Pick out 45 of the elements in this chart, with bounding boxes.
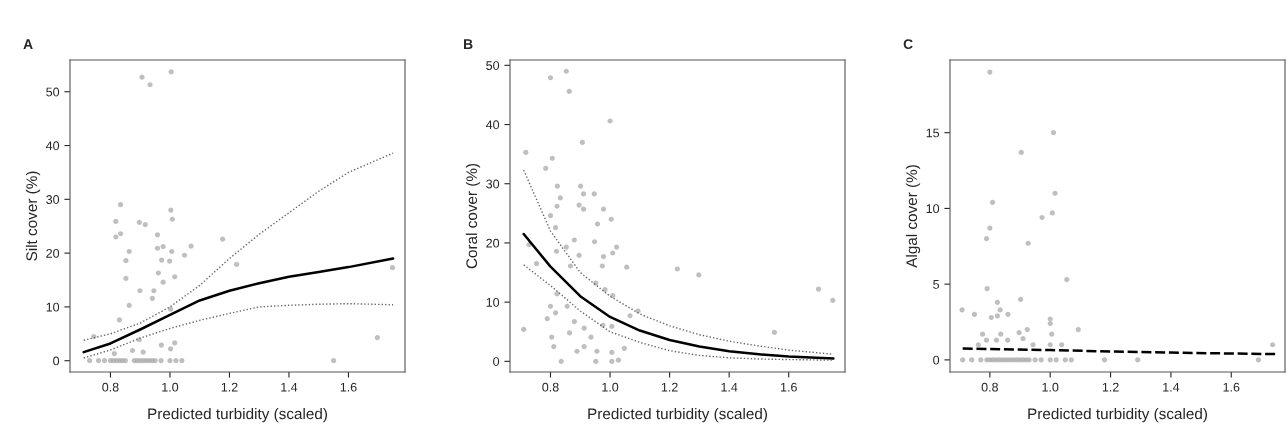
x-axis-title: Predicted turbidity (scaled) [148,407,327,423]
x-axis-title: Predicted turbidity (scaled) [588,407,767,423]
y-tick-label: 30 [46,195,60,204]
x-axis-title: Predicted turbidity (scaled) [1028,407,1207,423]
x-tick-label: 1.2 [661,382,678,392]
x-tick-label: 1.2 [221,382,238,392]
x-tick-label: 0.8 [981,382,998,392]
y-axis-title: Silt cover (%) [25,171,41,261]
y-tick-label: 15 [926,128,940,138]
chart-title: A [23,39,33,49]
x-tick-label: 1.4 [281,382,298,392]
x-tick-label: 1.4 [1163,382,1180,392]
x-tick-label: 1.0 [162,382,179,392]
x-tick-label: 0.8 [102,382,119,392]
y-tick-label: 5 [933,280,940,289]
chart-title: C [903,39,913,50]
line-series [82,302,394,359]
x-tick-label: 1.0 [1042,382,1059,392]
line-series [82,257,395,354]
x-tick-label: 1.6 [1223,382,1240,392]
y-tick-label: 20 [486,238,500,248]
line-series [522,232,835,360]
y-tick-label: 0 [493,357,500,366]
y-tick-label: 30 [486,179,500,189]
x-tick-label: 1.2 [1102,382,1119,392]
x-tick-label: 1.0 [602,382,619,392]
x-tick-label: 1.6 [340,382,357,392]
y-tick-label: 50 [46,87,60,97]
y-tick-label: 40 [485,120,500,130]
x-tick-label: 1.6 [780,382,797,392]
x-tick-label: 0.8 [542,382,559,392]
y-axis-title: Coral cover (%) [465,163,481,269]
y-tick-label: 40 [45,141,60,151]
line-series [523,264,835,361]
y-axis-title: Algal cover (%) [905,165,921,268]
x-tick-label: 1.4 [721,382,738,392]
y-tick-label: 10 [926,204,940,214]
y-tick-label: 20 [46,248,60,258]
y-tick-label: 0 [53,356,60,366]
chart-title: B [464,39,473,49]
line-series [82,152,394,341]
y-tick-label: 10 [46,302,60,312]
y-tick-label: 50 [486,61,500,70]
y-tick-label: 10 [486,297,500,307]
y-tick-label: 0 [933,355,940,365]
